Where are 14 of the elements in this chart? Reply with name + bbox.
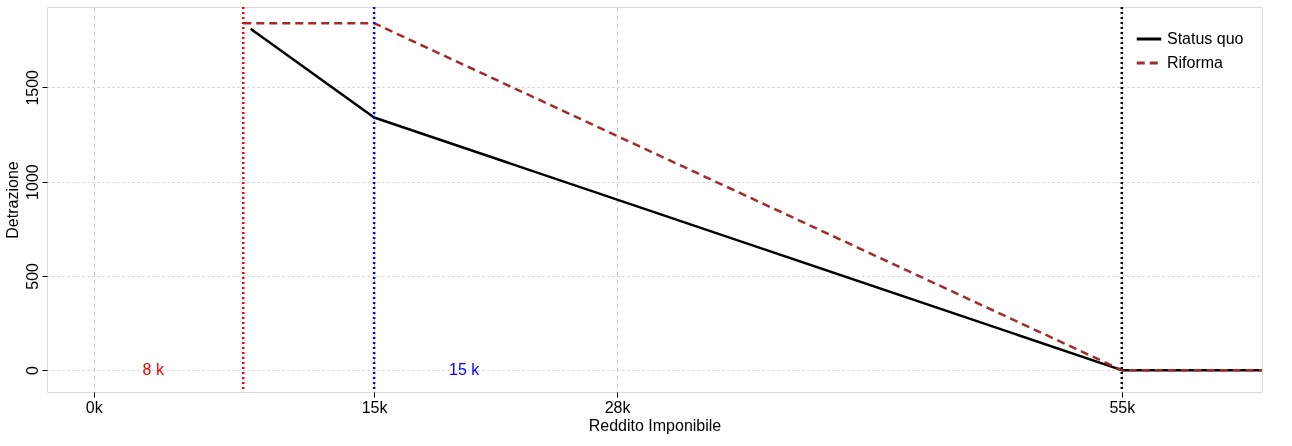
legend-label: Riforma xyxy=(1167,54,1224,71)
y-tick-label: 1000 xyxy=(23,164,41,200)
y-tick-label: 500 xyxy=(23,262,41,290)
y-tick-label: 0 xyxy=(23,366,41,376)
y-axis-title: Detrazione xyxy=(3,161,21,239)
x-tick-label: 28k xyxy=(604,398,632,416)
x-axis-title: Reddito Imponibile xyxy=(588,416,722,434)
legend-label: Status quo xyxy=(1167,30,1244,47)
y-tick-label: 1500 xyxy=(23,69,41,106)
ref-line-label: 8 k xyxy=(142,361,165,379)
x-tick-label: 15k xyxy=(361,398,389,416)
x-tick-label: 0k xyxy=(85,398,104,416)
ref-line-label: 15 k xyxy=(448,361,481,379)
x-tick-label: 55k xyxy=(1109,398,1137,416)
